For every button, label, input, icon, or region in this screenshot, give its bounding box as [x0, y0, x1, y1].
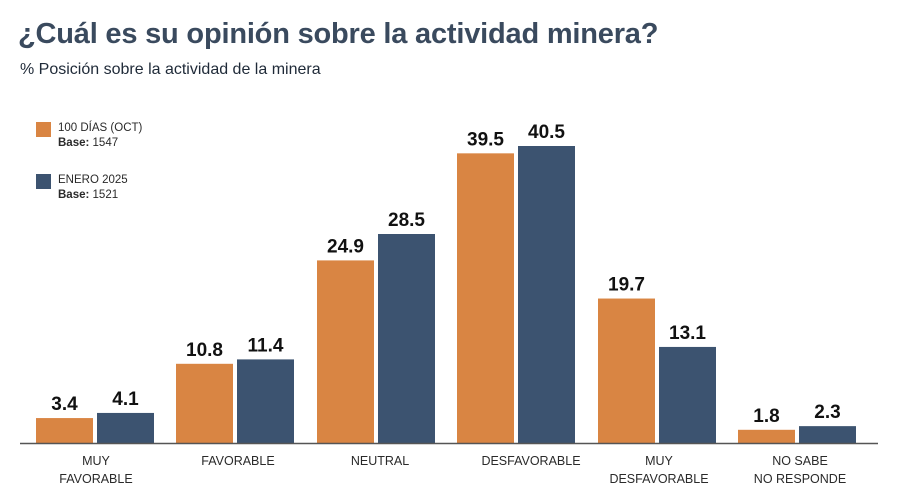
bar-value-label-ene-0: 4.1	[112, 389, 139, 410]
bar-value-label-oct-2: 24.9	[327, 236, 364, 257]
x-tick-label-5-1: NO RESPONDE	[754, 472, 846, 486]
bar-value-label-ene-3: 40.5	[528, 122, 565, 143]
legend-label-oct: 100 DÍAS (OCT)	[58, 122, 143, 134]
bar-ene-2	[378, 234, 435, 443]
legend-swatch-oct	[36, 122, 51, 137]
bar-value-label-ene-4: 13.1	[669, 323, 706, 344]
x-tick-label-1-0: FAVORABLE	[201, 454, 274, 468]
x-tick-label-5-0: NO SABE	[772, 454, 828, 468]
bar-value-label-ene-5: 2.3	[814, 402, 840, 423]
bar-value-label-ene-2: 28.5	[388, 210, 425, 231]
bar-ene-1	[237, 359, 294, 443]
x-tick-label-4-0: MUY	[645, 454, 673, 468]
bar-ene-0	[97, 412, 154, 443]
legend-base-label-ene: Base:	[58, 189, 90, 201]
x-tick-label-4-1: DESFAVORABLE	[609, 472, 708, 486]
bar-ene-3	[518, 146, 575, 443]
bar-value-label-oct-3: 39.5	[467, 129, 504, 150]
legend-swatch-ene	[36, 174, 51, 189]
legend-base-value-ene: 1521	[92, 189, 119, 201]
bar-oct-4	[598, 298, 655, 443]
x-tick-label-0-0: MUY	[82, 454, 110, 468]
legend-base-value-oct: 1547	[92, 137, 119, 149]
bar-value-label-oct-4: 19.7	[608, 275, 645, 296]
chart-title: ¿Cuál es su opinión sobre la actividad m…	[18, 18, 659, 50]
bar-value-label-oct-5: 1.8	[753, 406, 779, 427]
bar-value-label-oct-0: 3.4	[51, 394, 78, 415]
legend-item-oct: 100 DÍAS (OCT) Base: 1547	[36, 121, 142, 151]
bar-oct-2	[317, 260, 374, 443]
bar-value-label-ene-1: 11.4	[248, 335, 284, 356]
x-tick-label-2-0: NEUTRAL	[351, 454, 409, 468]
legend-label-ene: ENERO 2025	[58, 174, 128, 186]
bar-oct-1	[176, 363, 233, 443]
legend-item-ene: ENERO 2025 Base: 1521	[36, 173, 128, 203]
bar-oct-3	[457, 153, 514, 444]
bar-value-label-oct-1: 10.8	[186, 340, 223, 361]
bar-oct-5	[738, 429, 795, 443]
bar-oct-0	[36, 418, 93, 443]
bar-ene-4	[659, 346, 716, 443]
legend-base-label-oct: Base:	[58, 137, 90, 149]
chart-subtitle: % Posición sobre la actividad de la mine…	[20, 61, 321, 78]
bar-ene-5	[799, 426, 856, 443]
x-tick-label-0-1: FAVORABLE	[59, 472, 132, 486]
x-tick-label-3-0: DESFAVORABLE	[481, 454, 580, 468]
